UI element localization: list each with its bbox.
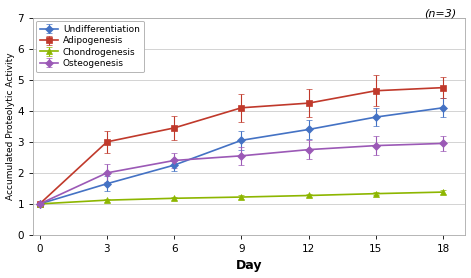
Y-axis label: Accumulated Proteolytic Activity: Accumulated Proteolytic Activity [6, 53, 15, 200]
Text: (n=3): (n=3) [425, 8, 457, 18]
Legend: Undifferentiation, Adipogenesis, Chondrogenesis, Osteogenesis: Undifferentiation, Adipogenesis, Chondro… [36, 21, 144, 72]
X-axis label: Day: Day [236, 259, 262, 272]
